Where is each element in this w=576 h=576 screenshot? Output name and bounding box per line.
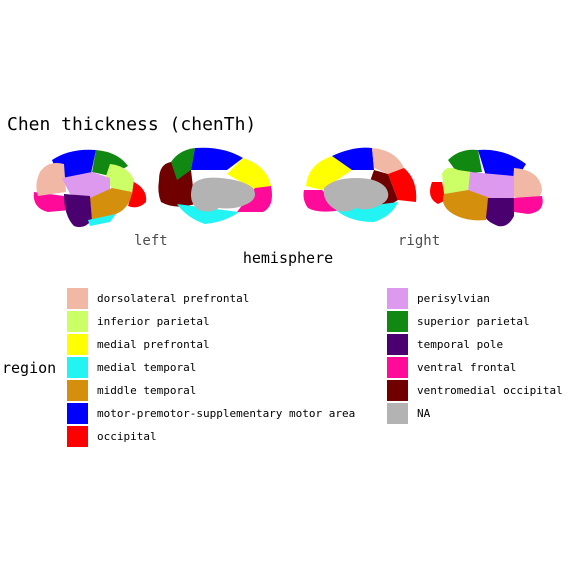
region-superior-parietal (171, 148, 195, 180)
legend-swatch (387, 380, 408, 401)
right-medial-view (303, 147, 417, 222)
region-dorsolateral-prefrontal (372, 148, 404, 174)
legend-item: medial temporal (67, 357, 387, 380)
hemisphere-label-left: left (134, 233, 168, 249)
legend-title: region (2, 359, 57, 377)
legend-label: perisylvian (417, 292, 490, 305)
legend-swatch (67, 426, 88, 447)
region-medial-temporal (336, 202, 398, 222)
legend-item: temporal pole (387, 334, 567, 357)
legend-label: dorsolateral prefrontal (97, 292, 250, 305)
region-medial-prefrontal (306, 156, 352, 190)
region-temporal-pole (486, 198, 514, 227)
region-inferior-parietal (106, 164, 134, 194)
axis-title: hemisphere (242, 249, 334, 267)
legend-swatch (67, 334, 88, 355)
legend-item: motor-premotor-supplementary motor area (67, 403, 387, 426)
legend-item: dorsolateral prefrontal (67, 288, 387, 311)
legend-column-2: perisylvian superior parietal temporal p… (387, 288, 567, 426)
legend-swatch (67, 311, 88, 332)
legend-swatch (387, 311, 408, 332)
region-dorsolateral-prefrontal (512, 168, 542, 202)
region-motor-premotor (191, 147, 243, 170)
legend-label: medial temporal (97, 361, 197, 374)
left-medial-view (158, 147, 272, 224)
legend-label: temporal pole (417, 338, 504, 351)
legend-item: middle temporal (67, 380, 387, 403)
legend-label: NA (417, 407, 431, 420)
region-middle-temporal (90, 188, 132, 220)
region-na (191, 177, 255, 212)
region-occipital (430, 182, 446, 204)
region-perisylvian (62, 172, 110, 198)
left-lateral-view (33, 149, 147, 228)
region-superior-parietal (448, 149, 482, 174)
region-ventral-frontal (33, 192, 70, 212)
legend-item: ventromedial occipital (387, 380, 567, 403)
legend-swatch (67, 380, 88, 401)
region-occipital (388, 168, 417, 202)
region-na (323, 178, 389, 212)
legend-swatch (387, 403, 408, 424)
legend-label: middle temporal (97, 384, 197, 397)
legend-item: superior parietal (387, 311, 567, 334)
legend-swatch (387, 357, 408, 378)
legend-label: medial prefrontal (97, 338, 210, 351)
region-ventral-frontal (237, 186, 272, 212)
region-ventral-frontal (512, 196, 543, 214)
legend-item: medial prefrontal (67, 334, 387, 357)
region-perisylvian (468, 172, 514, 200)
legend-item: ventral frontal (387, 357, 567, 380)
region-dorsolateral-prefrontal (36, 163, 66, 196)
legend-item: perisylvian (387, 288, 567, 311)
right-lateral-view (430, 149, 543, 227)
legend-swatch (67, 288, 88, 309)
legend-item: occipital (67, 426, 387, 449)
legend-item: inferior parietal (67, 311, 387, 334)
region-medial-prefrontal (227, 158, 271, 190)
region-medial-temporal (88, 214, 116, 226)
legend-label: ventral frontal (417, 361, 517, 374)
region-inferior-parietal (442, 167, 472, 194)
region-temporal-pole (64, 194, 92, 228)
legend-label: motor-premotor-supplementary motor area (97, 407, 356, 420)
chart-title: Chen thickness (chenTh) (7, 114, 257, 135)
brain-atlas-views (0, 140, 576, 230)
legend-swatch (387, 334, 408, 355)
legend-column-1: dorsolateral prefrontal inferior parieta… (67, 288, 387, 449)
legend-label: occipital (97, 430, 157, 443)
region-medial-temporal (177, 204, 239, 224)
hemisphere-label-right: right (398, 233, 441, 249)
legend-swatch (387, 288, 408, 309)
legend-label: ventromedial occipital (417, 384, 563, 397)
legend-label: inferior parietal (97, 315, 210, 328)
region-motor-premotor (332, 147, 374, 170)
legend-item: NA (387, 403, 567, 426)
legend-swatch (67, 403, 88, 424)
legend-label: superior parietal (417, 315, 530, 328)
legend-swatch (67, 357, 88, 378)
region-middle-temporal (442, 190, 490, 221)
